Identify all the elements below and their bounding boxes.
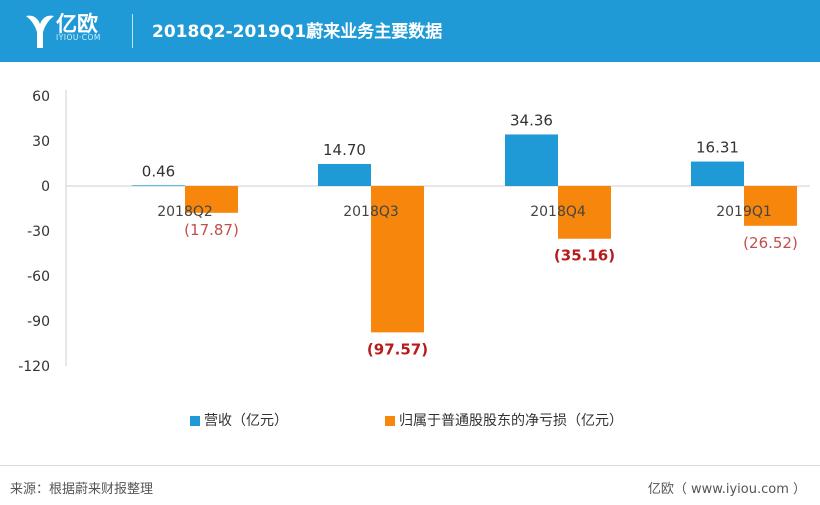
x-category-label: 2018Q2 <box>157 204 213 220</box>
y-tick-label: -120 <box>18 359 50 375</box>
bar-net-loss <box>371 186 424 333</box>
site-credit: 亿欧（ www.iyiou.com ） <box>647 482 806 497</box>
bar-revenue <box>318 163 371 186</box>
legend-swatch-revenue <box>190 416 200 426</box>
iyiou-logo-icon <box>26 15 54 49</box>
y-tick-label: 60 <box>32 89 50 105</box>
data-label-revenue: 14.70 <box>323 141 366 159</box>
y-tick-label: 30 <box>32 134 50 150</box>
data-label-revenue: 0.46 <box>142 162 175 180</box>
legend-swatch-net-loss <box>385 416 395 426</box>
data-label-net-loss: (35.16) <box>554 247 615 265</box>
data-label-net-loss: (97.57) <box>367 340 428 358</box>
legend-item-net-loss: 归属于普通股股东的净亏损（亿元） <box>385 411 623 431</box>
y-tick-label: 0 <box>41 179 50 195</box>
data-label-revenue: 16.31 <box>696 139 739 157</box>
source-note: 来源：根据蔚来财报整理 <box>10 482 154 497</box>
y-tick-label: -30 <box>27 224 50 240</box>
logo-domain: IYIOU·COM <box>56 33 101 42</box>
header-bar: 亿欧 IYIOU·COM 2018Q2-2019Q1蔚来业务主要数据 <box>0 0 820 62</box>
header-divider <box>132 14 133 48</box>
x-category-label: 2018Q3 <box>343 204 399 220</box>
bar-chart: 60 30 0 -30 -60 -90 -120 2018Q2 2018Q3 2018Q4 201… <box>18 89 810 375</box>
chart-legend: 营收（亿元） 归属于普通股股东的净亏损（亿元） <box>0 411 820 431</box>
data-label-net-loss: (26.52) <box>743 234 798 252</box>
x-category-label: 2019Q1 <box>716 204 772 220</box>
bar-net-loss <box>744 186 797 226</box>
page-title: 2018Q2-2019Q1蔚来业务主要数据 <box>152 22 443 42</box>
x-category-label: 2018Q4 <box>530 204 586 220</box>
data-label-revenue: 34.36 <box>510 111 553 129</box>
bar-revenue <box>691 161 744 186</box>
bar-net-loss <box>185 186 238 213</box>
logo-name: 亿欧 <box>56 12 98 36</box>
bar-revenue <box>132 185 185 187</box>
legend-label-revenue: 营收（亿元） <box>204 413 288 429</box>
legend-item-revenue: 营收（亿元） <box>190 411 288 431</box>
legend-label-net-loss: 归属于普通股股东的净亏损（亿元） <box>399 413 623 429</box>
data-label-net-loss: (17.87) <box>184 221 239 239</box>
bar-net-loss <box>558 186 611 239</box>
footer-divider <box>0 465 820 466</box>
bar-revenue <box>505 134 558 186</box>
y-tick-label: -90 <box>27 314 50 330</box>
y-tick-label: -60 <box>27 269 50 285</box>
